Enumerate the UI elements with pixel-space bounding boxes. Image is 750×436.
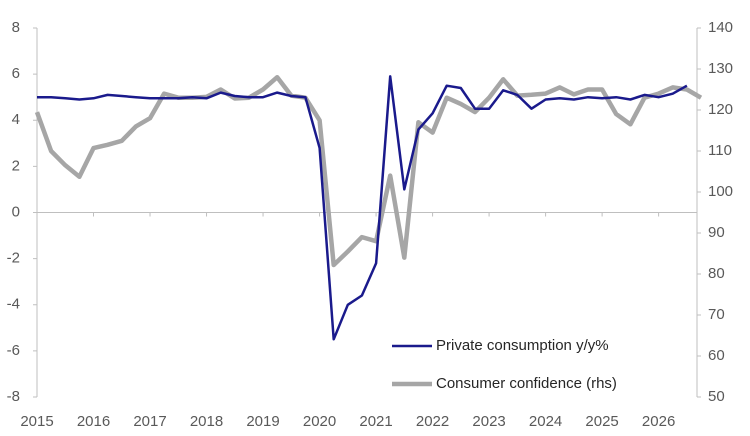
x-tick-label: 2016 [77,413,110,430]
y2-tick-label: 130 [708,60,733,77]
x-tick-label: 2026 [642,413,675,430]
series-line [37,75,688,341]
y2-tick-label: 50 [708,388,725,405]
y-tick-label: -8 [7,388,20,405]
y2-tick-label: 80 [708,265,725,282]
y-tick-label: 0 [12,203,20,220]
x-tick-label: 2020 [303,413,336,430]
legend-label: Consumer confidence (rhs) [436,375,617,392]
y-tick-label: -6 [7,342,20,359]
y2-tick-label: 70 [708,306,725,323]
x-tick-label: 2025 [585,413,618,430]
y2-tick-label: 120 [708,101,733,118]
x-tick-label: 2018 [190,413,223,430]
y-tick-label: -2 [7,250,20,267]
x-tick-label: 2015 [20,413,53,430]
y-tick-label: 2 [12,157,20,174]
x-tick-label: 2024 [529,413,562,430]
y2-tick-label: 100 [708,183,733,200]
y-tick-label: 6 [12,65,20,82]
legend-label: Private consumption y/y% [436,337,609,354]
x-tick-label: 2017 [133,413,166,430]
y2-tick-label: 90 [708,224,725,241]
x-tick-label: 2022 [416,413,449,430]
y-tick-label: -4 [7,296,20,313]
x-tick-label: 2023 [472,413,505,430]
y2-tick-label: 110 [708,142,732,159]
y2-tick-label: 140 [708,19,733,36]
x-tick-label: 2021 [359,413,392,430]
y-tick-label: 4 [12,111,20,128]
y-tick-label: 8 [12,19,20,36]
x-tick-label: 2019 [246,413,279,430]
y2-tick-label: 60 [708,347,725,364]
series-line [34,74,703,268]
